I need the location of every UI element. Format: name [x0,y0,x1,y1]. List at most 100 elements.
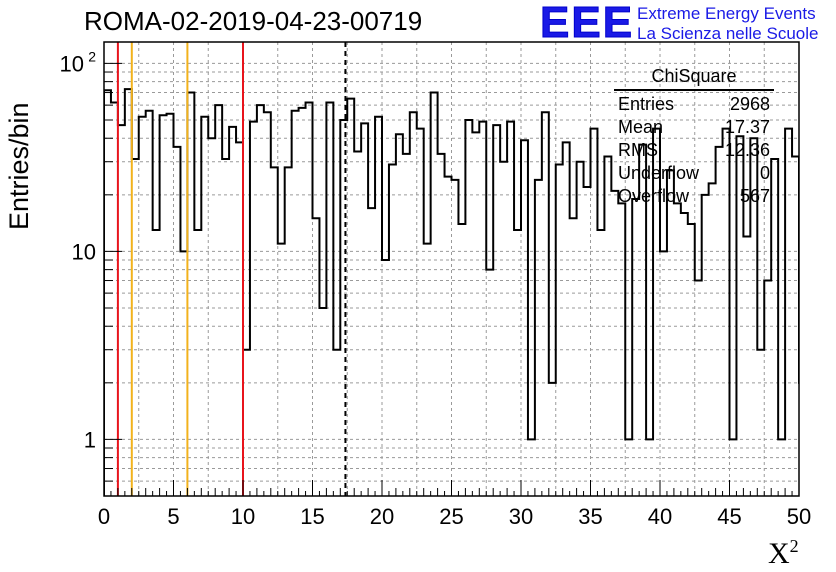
histogram-bin [771,159,778,496]
histogram-bin [563,142,570,496]
x-tick-label: 10 [231,504,255,529]
histogram-bin [535,180,542,496]
histogram-bin [424,244,431,496]
histogram-bin [688,224,695,496]
histogram-bin [180,251,187,496]
eee-logo: EEE [539,0,635,47]
stats-value: 2968 [729,94,770,114]
stats-label: RMS [618,140,658,160]
histogram-bin [452,180,459,496]
x-tick-label: 20 [370,504,394,529]
histogram-bin [799,383,806,496]
histogram-bin [208,138,215,496]
histogram-bin [827,244,834,496]
histogram-bin [820,251,827,496]
histogram-bin [236,142,243,496]
stats-title: ChiSquare [614,66,774,91]
stats-value: 17.37 [724,117,770,137]
histogram-bin [278,244,285,496]
histogram-bin [764,281,771,496]
y-tick-label: 10 [72,239,96,264]
histogram-bin [257,105,264,496]
x-axis-label: X2 [768,536,799,571]
stats-label: Underflow [618,163,700,183]
stats-row-mean: Mean 17.37 [610,116,778,139]
stats-label: Mean [618,117,664,137]
histogram-bin [785,129,792,496]
histogram-bin [361,123,368,496]
stats-row-overflow: Overflow 567 [610,185,778,208]
histogram-bin [632,199,639,496]
histogram-bin [493,125,500,496]
x-tick-label: 0 [98,504,110,529]
histogram-bin [702,195,709,496]
logo-line-1: Extreme Energy Events [637,4,816,23]
histogram-outline [104,88,799,496]
histogram-bin [167,114,174,496]
histogram-bin [813,326,820,496]
x-tick-label: 45 [717,504,741,529]
histogram-bin [174,147,181,496]
x-tick-label: 30 [509,504,533,529]
stats-label: Entries [618,94,675,114]
histogram-bin [472,132,479,496]
histogram-bin [542,112,549,496]
histogram-bin [215,105,222,496]
histogram-bin [264,112,271,496]
histogram-bin [389,164,396,496]
y-tick-label: 1 [84,427,96,452]
x-axis-label-exponent: 2 [789,536,799,556]
x-tick-label: 50 [787,504,811,529]
histogram-bin [757,350,764,496]
x-tick-label: 40 [648,504,672,529]
histogram-bin [438,154,445,496]
x-tick-label: 5 [167,504,179,529]
histogram-bin [403,154,410,496]
histogram-bin [347,99,354,496]
histogram-bin [431,93,438,496]
stats-row-underflow: Underflow 0 [610,162,778,185]
histogram-bin [285,167,292,496]
histogram-bin [243,350,250,496]
histogram-bin [695,281,702,496]
histogram-bin [160,115,167,496]
histogram-bin [319,308,326,496]
histogram-bin [458,224,465,496]
stats-row-rms: RMS 12.36 [610,139,778,162]
histogram-bin [556,164,563,496]
x-tick-label: 15 [300,504,324,529]
histogram-bin [591,129,598,496]
chart-title: ROMA-02-2019-04-23-00719 [84,6,423,36]
histogram-bin [681,213,688,496]
histogram-bin [382,260,389,496]
x-axis-label-x: X [768,537,790,570]
y-axis-label: Entries/bin [4,102,34,230]
x-tick-label: 35 [578,504,602,529]
histogram-bin [584,187,591,496]
y-tick-label: 10 [60,51,84,76]
histogram-bin [333,350,340,496]
histogram-bin [187,93,194,496]
histogram-bin [660,251,667,496]
histogram-bin [132,159,139,496]
histogram-bin [299,108,306,496]
histogram-bin [709,183,716,496]
x-tick-label: 25 [439,504,463,529]
stats-value: 12.36 [724,140,770,160]
stats-row-entries: Entries 2968 [610,93,778,116]
histogram-bin [222,159,229,496]
histogram-bin [229,127,236,496]
y-tick-label-exponent: 2 [88,48,96,64]
stats-value: 0 [759,163,770,183]
histogram-bin [577,162,584,496]
logo-line-2: La Scienza nelle Scuole [637,24,819,43]
histogram-bin [354,151,361,496]
stats-box: ChiSquare Entries 2968 Mean 17.37 RMS 12… [610,66,778,208]
histogram-bin [118,125,125,496]
histogram-bin [146,111,153,496]
histogram-bin [292,111,299,496]
histogram-bin [271,167,278,496]
histogram-bin [396,134,403,496]
stats-value: 567 [739,186,770,206]
